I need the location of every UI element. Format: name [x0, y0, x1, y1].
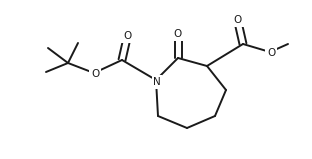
Text: N: N [153, 77, 161, 87]
Text: O: O [91, 69, 99, 79]
Text: O: O [267, 48, 275, 58]
Text: O: O [174, 29, 182, 39]
Text: O: O [234, 15, 242, 25]
Text: O: O [123, 31, 131, 41]
